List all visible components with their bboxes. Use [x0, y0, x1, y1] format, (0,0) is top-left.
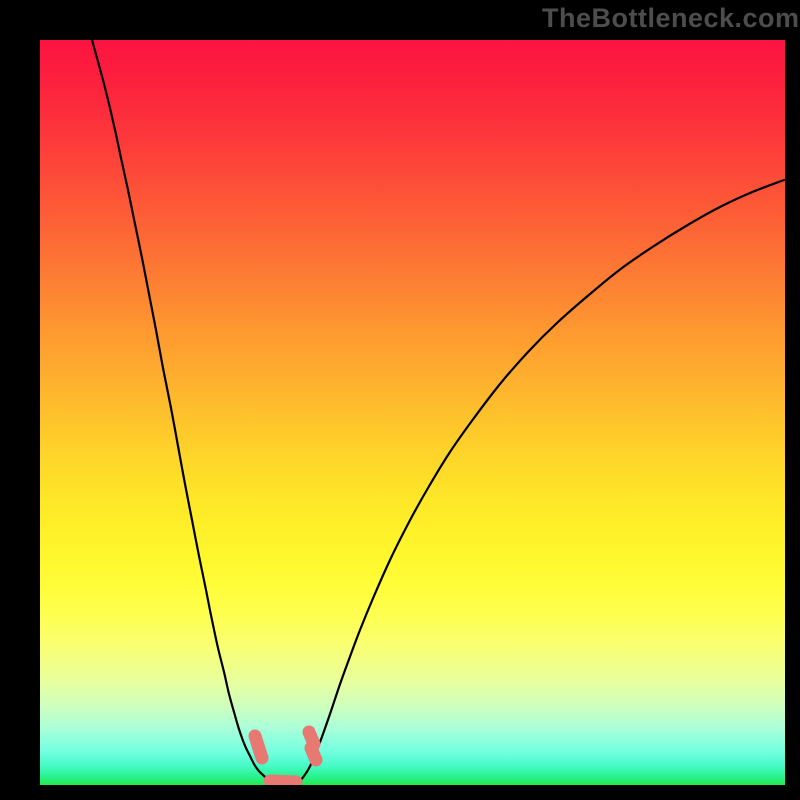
chart-frame: TheBottleneck.com [0, 0, 800, 800]
plot-area [40, 40, 785, 785]
watermark-text: TheBottleneck.com [542, 3, 800, 34]
